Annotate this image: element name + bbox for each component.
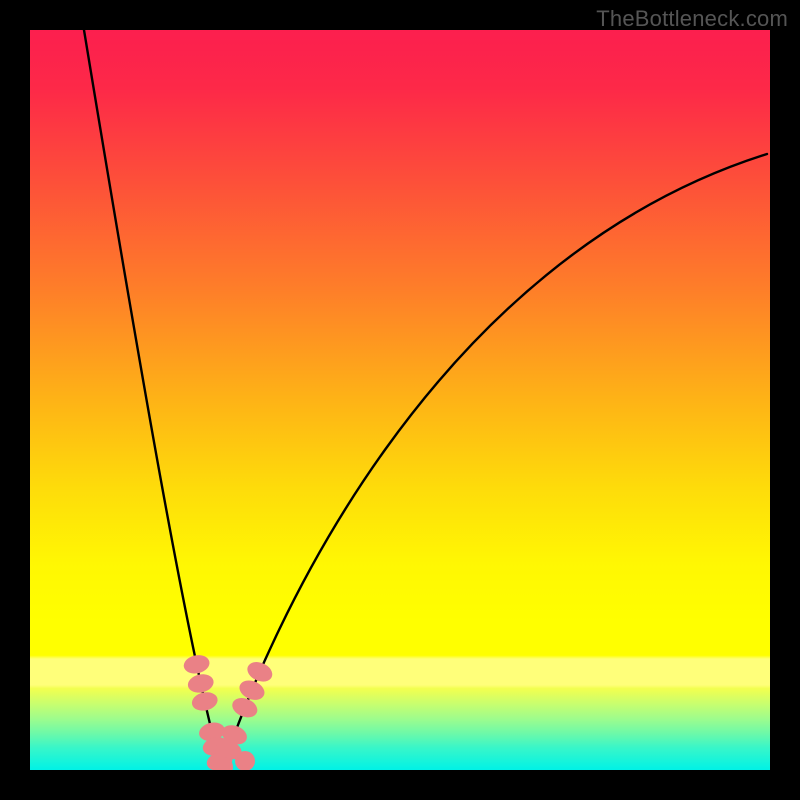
plot-area <box>30 30 770 777</box>
data-marker <box>235 751 255 771</box>
chart-svg <box>0 0 800 800</box>
watermark-text: TheBottleneck.com <box>596 6 788 32</box>
gradient-bg <box>30 30 770 770</box>
chart-root: TheBottleneck.com <box>0 0 800 800</box>
